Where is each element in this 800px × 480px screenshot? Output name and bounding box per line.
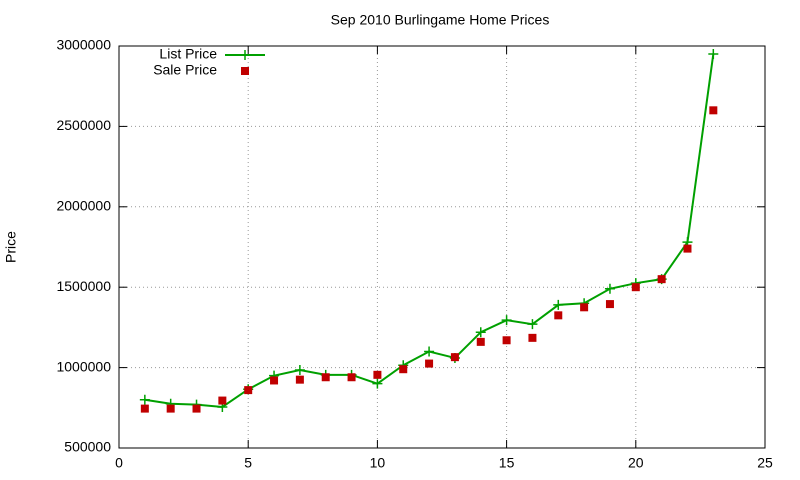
data-point	[450, 353, 459, 362]
data-point	[604, 283, 615, 294]
y-tick-label: 500000	[64, 439, 111, 455]
data-point	[708, 49, 719, 60]
data-point	[631, 283, 640, 292]
data-point	[166, 404, 175, 413]
data-point	[424, 346, 435, 357]
legend-label: Sale Price	[153, 62, 217, 78]
data-point	[192, 404, 201, 413]
y-axis-label: Price	[3, 231, 19, 263]
data-point	[475, 327, 486, 338]
data-point	[139, 394, 150, 405]
data-point	[347, 373, 356, 382]
data-point	[553, 299, 564, 310]
data-point	[527, 319, 538, 330]
legend-marker	[240, 50, 250, 60]
data-point	[140, 404, 149, 413]
data-point	[372, 378, 383, 389]
data-point	[244, 386, 253, 395]
data-point	[321, 373, 330, 382]
y-tick-label: 2000000	[56, 198, 111, 214]
data-point	[476, 337, 485, 346]
data-point	[373, 370, 382, 379]
data-point	[270, 376, 279, 385]
data-point	[502, 336, 511, 345]
data-point	[218, 396, 227, 405]
data-point	[657, 275, 666, 284]
x-tick-label: 25	[757, 455, 773, 471]
y-tick-label: 1000000	[56, 358, 111, 374]
y-tick-label: 2500000	[56, 117, 111, 133]
y-tick-label: 1500000	[56, 278, 111, 294]
chart-title: Sep 2010 Burlingame Home Prices	[331, 12, 550, 28]
data-point	[683, 244, 692, 253]
x-tick-label: 20	[628, 455, 644, 471]
data-point	[501, 315, 512, 326]
data-point	[528, 333, 537, 342]
plot-frame	[118, 45, 766, 449]
data-point	[709, 106, 718, 115]
data-point	[580, 303, 589, 312]
x-tick-label: 10	[370, 455, 386, 471]
x-tick-label: 5	[244, 455, 252, 471]
y-tick-label: 3000000	[56, 37, 111, 53]
data-point	[554, 311, 563, 320]
data-point	[425, 359, 434, 368]
data-point	[295, 375, 304, 384]
x-tick-label: 0	[115, 455, 123, 471]
data-point	[605, 300, 614, 309]
x-tick-label: 15	[499, 455, 515, 471]
data-point	[399, 365, 408, 374]
data-point	[294, 365, 305, 376]
legend-marker	[241, 67, 249, 75]
legend-label: List Price	[159, 46, 217, 62]
